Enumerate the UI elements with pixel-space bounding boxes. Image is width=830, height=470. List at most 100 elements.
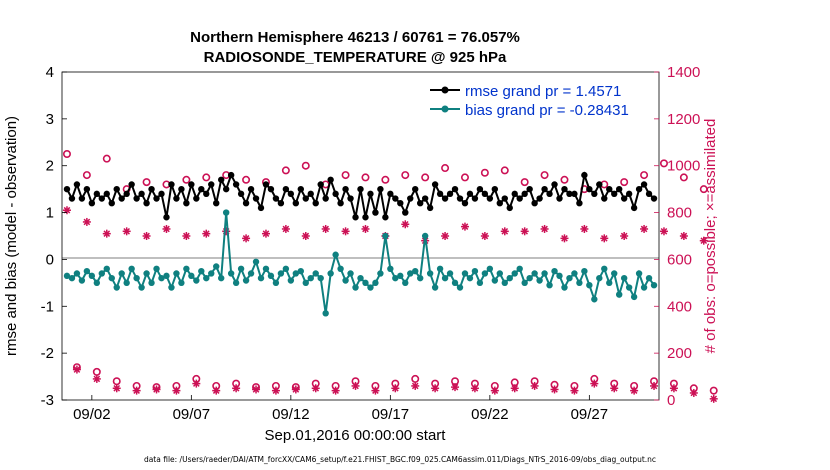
rmse-point — [556, 195, 563, 202]
y-axis-right-label: # of obs: o=possible; ×=assimilated — [702, 119, 719, 354]
rmse-point — [103, 190, 110, 198]
y-right-tick-label: 1200 — [667, 111, 700, 128]
assimilated-count-marker — [560, 234, 569, 243]
rmse-point — [486, 195, 494, 202]
assimilated-count-marker — [500, 227, 509, 236]
rmse-point — [426, 204, 434, 212]
rmse-point — [412, 185, 419, 193]
bias-point — [352, 284, 359, 291]
y-tick-label: 0 — [46, 251, 54, 268]
rmse-point — [237, 190, 245, 198]
rmse-point — [203, 190, 210, 198]
bias-point — [267, 272, 275, 280]
rmse-point — [317, 181, 324, 188]
rmse-point — [188, 181, 195, 188]
assimilated-count-marker — [72, 365, 81, 374]
bias-point — [213, 263, 220, 270]
bias-point — [640, 284, 648, 291]
bias-point — [516, 265, 523, 272]
rmse-point — [113, 185, 120, 193]
bias-point — [620, 274, 628, 282]
bias-point — [581, 267, 588, 275]
bias-point — [606, 279, 613, 287]
assimilated-count-marker — [679, 232, 688, 240]
x-axis: 09/02 09/07 09/12 09/17 09/22 09/27 — [73, 395, 608, 423]
possible-count-marker — [341, 171, 350, 180]
rmse-point — [128, 181, 135, 188]
rmse-point — [446, 190, 454, 198]
rmse-point — [267, 185, 275, 193]
bias-point — [446, 270, 454, 277]
bias-point — [183, 265, 190, 272]
x-tick-label: 09/17 — [372, 406, 410, 423]
rmse-point — [526, 185, 533, 193]
rmse-point — [163, 214, 170, 221]
assimilated-count-marker — [411, 381, 420, 390]
x-tick-label: 09/02 — [73, 406, 111, 423]
bias-point — [526, 274, 533, 282]
bias-point — [397, 272, 404, 280]
rmse-point — [466, 190, 474, 198]
assimilated-count-marker — [261, 229, 270, 238]
bias-point — [123, 279, 130, 287]
rmse-point — [178, 185, 185, 193]
y-right-tick-label: 1400 — [667, 64, 700, 81]
bias-point — [536, 277, 543, 284]
rmse-point — [367, 190, 374, 198]
assimilated-count-marker — [172, 386, 181, 395]
assimilated-count-marker — [122, 227, 131, 236]
rmse-point — [431, 181, 439, 188]
rmse-point — [342, 185, 349, 193]
bias-point — [237, 265, 245, 272]
bias-point — [193, 277, 200, 284]
assimilated-count-marker — [252, 385, 261, 394]
assimilated-count-marker — [351, 381, 360, 390]
bias-point — [417, 274, 424, 282]
rmse-point — [392, 195, 399, 202]
rmse-point — [153, 195, 160, 202]
legend-label-rmse: rmse grand pr = 1.4571 — [465, 83, 621, 100]
rmse-point — [601, 195, 608, 202]
legend-label-bias: bias grand pr = -0.28431 — [465, 102, 629, 119]
possible-count-marker — [560, 175, 569, 184]
bias-point — [412, 267, 419, 275]
rmse-point — [635, 185, 643, 193]
bias-point — [347, 270, 354, 277]
bias-point — [282, 265, 290, 272]
observation-count-layer — [62, 150, 718, 403]
rmse-point — [193, 195, 200, 202]
y-tick-label: -3 — [41, 392, 54, 409]
assimilated-count-marker — [62, 206, 71, 215]
possible-count-marker — [182, 175, 191, 184]
bias-point — [441, 274, 449, 282]
rmse-point — [327, 176, 334, 183]
legend: rmse grand pr = 1.4571 bias grand pr = -… — [424, 79, 654, 123]
assimilated-count-marker — [92, 374, 101, 383]
assimilated-count-marker — [182, 232, 191, 240]
assimilated-count-marker — [341, 227, 350, 236]
bias-point — [491, 277, 499, 284]
rmse-point — [282, 185, 290, 193]
rmse-point — [292, 200, 300, 207]
rmse-point — [158, 190, 165, 198]
bias-point — [372, 279, 379, 287]
bias-point — [227, 270, 235, 277]
rmse-point — [571, 190, 578, 198]
bias-point — [461, 270, 469, 277]
assimilated-count-marker — [640, 224, 649, 233]
chart-subtitle: RADIOSONDE_TEMPERATURE @ 925 hPa — [204, 49, 507, 66]
rmse-point — [83, 185, 91, 193]
assimilated-count-marker — [540, 224, 549, 233]
rmse-point — [272, 195, 280, 202]
possible-count-marker — [699, 185, 708, 194]
x-tick-label: 09/12 — [272, 406, 310, 423]
bias-point — [272, 279, 280, 287]
rmse-point — [645, 190, 653, 198]
y-right-tick-label: 600 — [667, 251, 692, 268]
assimilated-count-marker — [620, 232, 629, 240]
assimilated-count-marker — [291, 385, 300, 394]
bias-point — [327, 270, 334, 277]
rmse-point — [232, 181, 240, 188]
legend-marker-bias — [441, 105, 449, 113]
rmse-point — [123, 190, 130, 198]
